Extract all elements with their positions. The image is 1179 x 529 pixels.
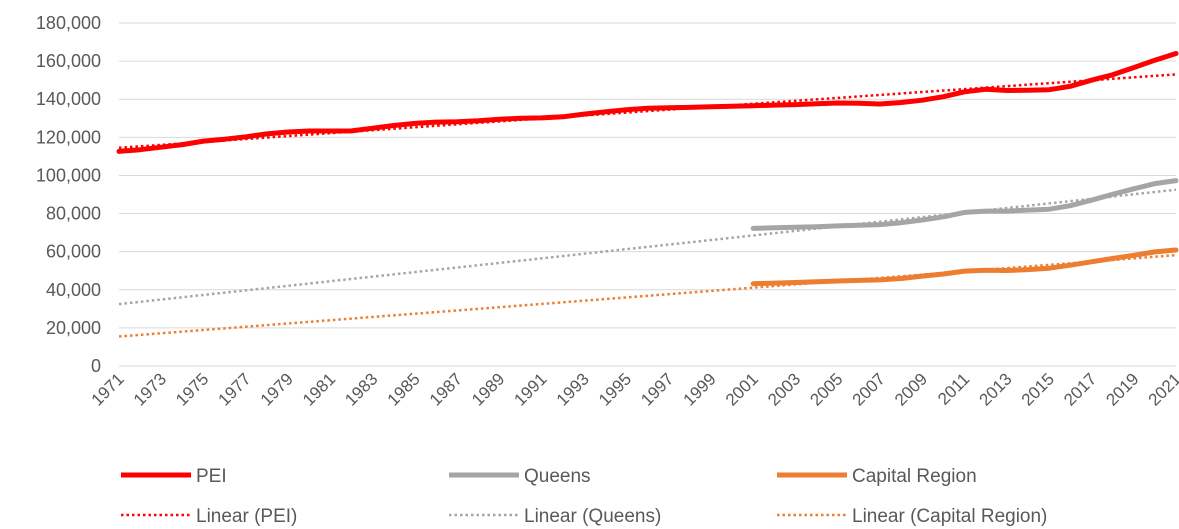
- y-axis-tick-labels: 0 20,000 40,000 60,000 80,000 100,000 120,000 1…: [36, 13, 101, 376]
- x-tick-label: 1977: [214, 369, 254, 409]
- x-tick-label: 1985: [384, 369, 424, 409]
- series-lines: [116, 51, 1179, 338]
- x-tick-label: 2013: [976, 369, 1016, 409]
- x-tick-label: 2017: [1060, 369, 1100, 409]
- legend-label: Capital Region: [852, 466, 977, 487]
- x-axis-tick-labels: 1971 1973 1975 1977 1979 1981 1983 1985 1987 1989…: [88, 369, 1179, 409]
- series-line-linear-pei: [118, 73, 1177, 150]
- legend-label: Linear (Queens): [524, 506, 661, 527]
- x-tick-label: 2001: [722, 369, 762, 409]
- y-tick-label: 20,000: [46, 318, 101, 338]
- y-tick-label: 140,000: [36, 89, 101, 109]
- x-tick-label: 1973: [130, 369, 170, 409]
- x-tick-label: 1981: [299, 369, 339, 409]
- y-tick-label: 40,000: [46, 280, 101, 300]
- y-tick-label: 160,000: [36, 51, 101, 71]
- x-tick-label: 2019: [1102, 369, 1142, 409]
- series-line-pei: [116, 51, 1179, 154]
- legend-label: PEI: [196, 466, 227, 487]
- x-tick-label: 1999: [680, 369, 720, 409]
- series-line-queens: [750, 178, 1179, 231]
- x-tick-label: 2007: [849, 369, 889, 409]
- x-tick-label: 2009: [891, 369, 931, 409]
- y-tick-label: 180,000: [36, 13, 101, 33]
- series-line-capital-region: [750, 247, 1179, 287]
- x-tick-label: 1983: [341, 369, 381, 409]
- x-tick-label: 1987: [426, 369, 466, 409]
- series-line-linear-queens: [118, 188, 1177, 306]
- legend-label: Linear (Capital Region): [852, 506, 1047, 527]
- x-tick-label: 1989: [468, 369, 508, 409]
- x-tick-label: 2015: [1018, 369, 1058, 409]
- y-tick-label: 100,000: [36, 165, 101, 185]
- legend-label: Linear (PEI): [196, 506, 297, 527]
- x-tick-label: 1995: [595, 369, 635, 409]
- x-tick-label: 1991: [510, 369, 550, 409]
- x-tick-label: 2011: [934, 369, 973, 408]
- x-tick-label: 1997: [637, 369, 677, 409]
- series-line-linear-capital-region: [118, 253, 1177, 338]
- x-tick-label: 1975: [172, 369, 212, 409]
- x-tick-label: 1993: [553, 369, 593, 409]
- legend: PEI Queens Capital Region Linear (PEI) Linea…: [121, 466, 1047, 527]
- x-tick-label: 2021: [1145, 369, 1179, 409]
- x-tick-label: 2003: [764, 369, 804, 409]
- gridlines: [119, 22, 1176, 367]
- y-tick-label: 60,000: [46, 242, 101, 262]
- y-tick-label: 120,000: [36, 127, 101, 147]
- x-tick-label: 2005: [806, 369, 846, 409]
- legend-label: Queens: [524, 466, 591, 487]
- y-tick-label: 80,000: [46, 204, 101, 224]
- x-tick-label: 1979: [257, 369, 297, 409]
- y-tick-label: 0: [91, 356, 101, 376]
